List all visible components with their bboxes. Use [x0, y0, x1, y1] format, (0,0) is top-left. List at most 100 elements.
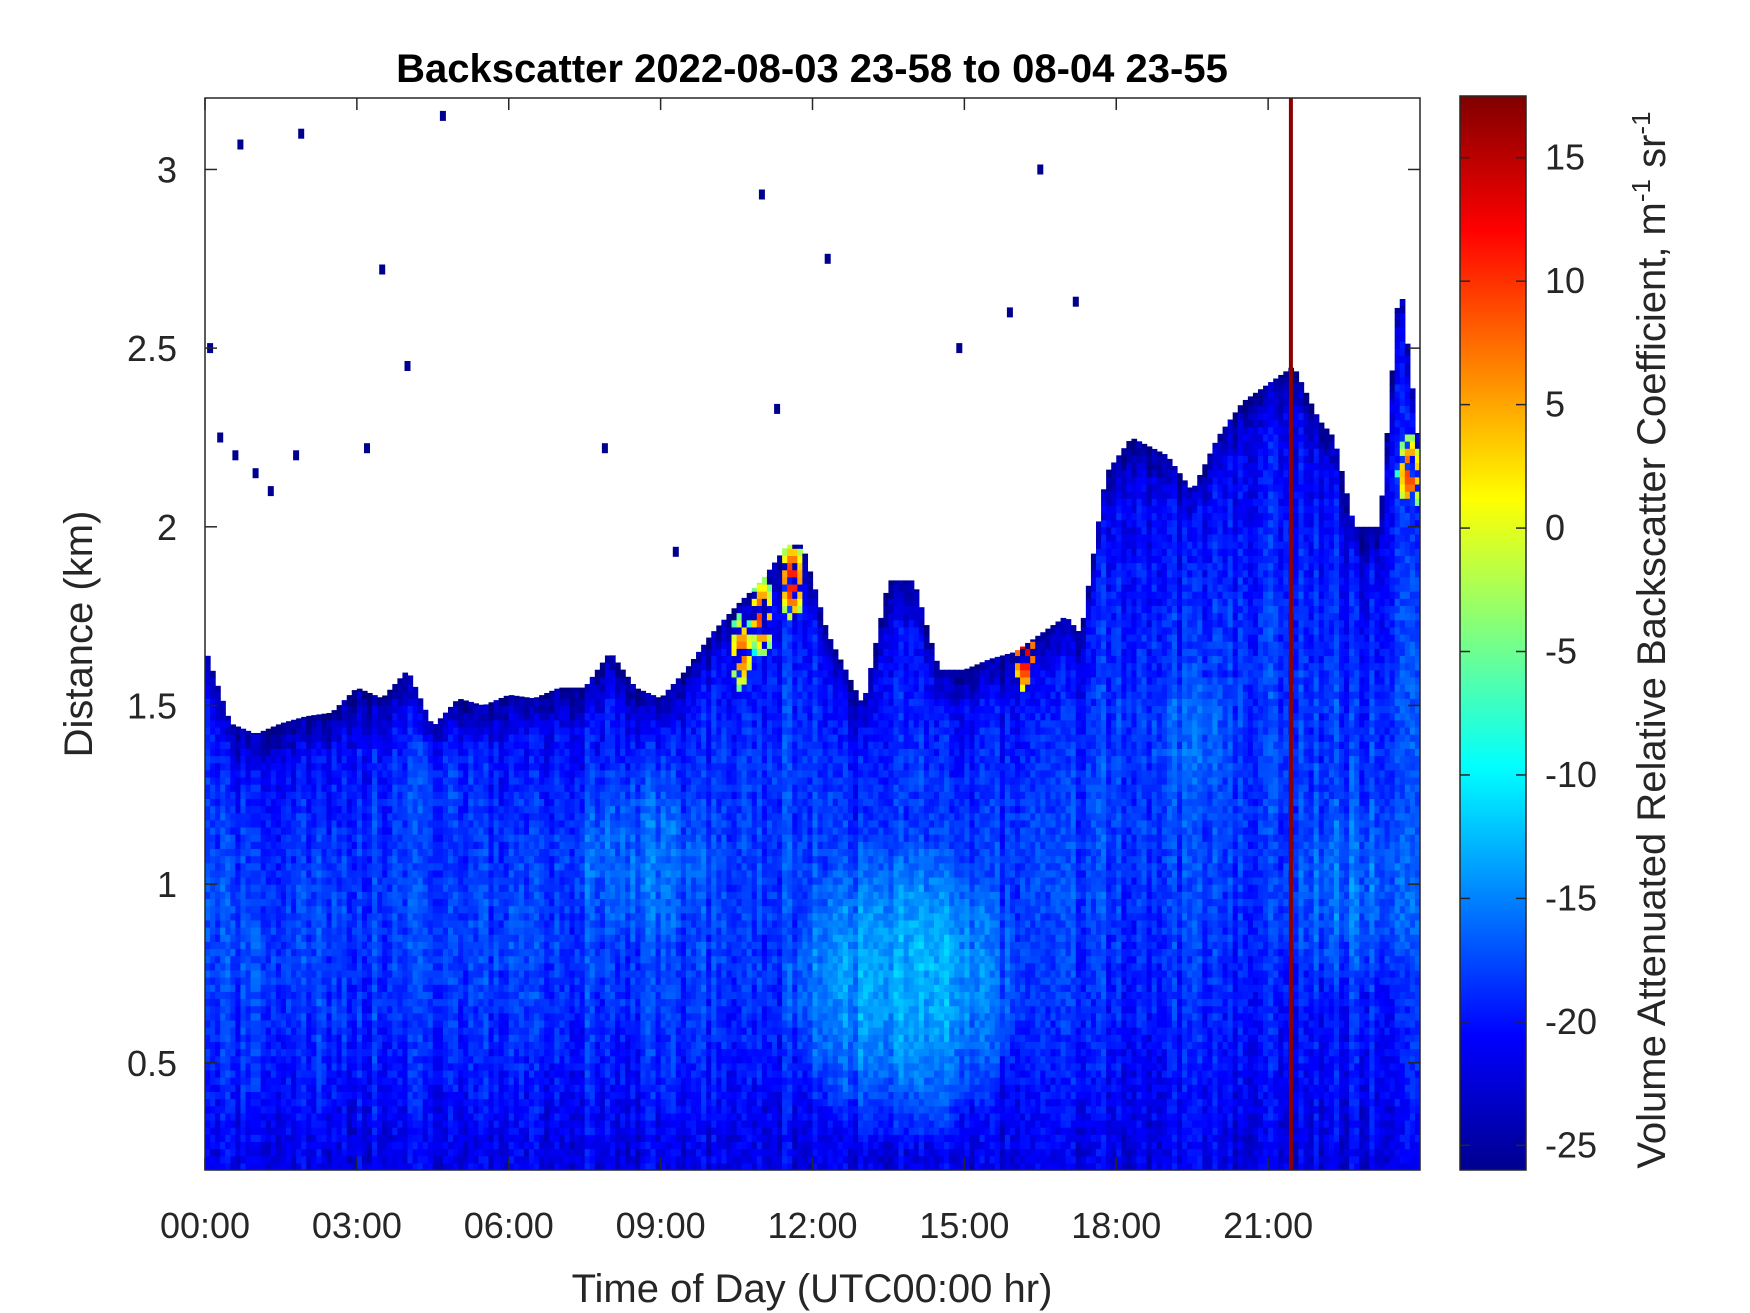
heatmap-cell [275, 891, 282, 900]
heatmap-cell [458, 1027, 464, 1035]
heatmap-cell [346, 776, 353, 785]
heatmap-cell [210, 762, 216, 771]
heatmap-cell [417, 776, 424, 785]
heatmap-cell [579, 998, 586, 1007]
heatmap-cell [529, 784, 535, 792]
heatmap-cell [392, 1091, 398, 1100]
heatmap-cell [518, 734, 525, 742]
heatmap-cell [463, 998, 469, 1007]
heatmap-cell [341, 1012, 348, 1021]
heatmap-cell [579, 1119, 586, 1128]
heatmap-cell [534, 934, 540, 942]
heatmap-cell [493, 826, 500, 835]
heatmap-cell [437, 1048, 444, 1057]
heatmap-cell [529, 955, 535, 964]
heatmap-cell [377, 719, 383, 728]
heatmap-cell [336, 1019, 343, 1028]
heatmap-cell [280, 962, 287, 971]
heatmap-cell [412, 848, 419, 857]
heatmap-cell [503, 748, 510, 757]
heatmap-cell [544, 1119, 550, 1128]
heatmap-cell [412, 1034, 419, 1042]
heatmap-cell [407, 1034, 414, 1042]
heatmap-cell [205, 1105, 211, 1114]
heatmap-cell [422, 912, 429, 921]
heatmap-cell [270, 998, 277, 1007]
heatmap-cell [448, 841, 454, 849]
heatmap-cell [205, 741, 211, 749]
heatmap-cell [448, 762, 454, 771]
heatmap-cell [321, 841, 328, 849]
heatmap-cell [270, 726, 277, 735]
heatmap-cell [361, 748, 368, 757]
heatmap-cell [529, 712, 535, 721]
heatmap-cell [554, 1055, 560, 1064]
heatmap-cell [255, 1034, 262, 1042]
heatmap-cell [326, 1119, 333, 1128]
heatmap-cell [534, 1027, 540, 1035]
heatmap-cell [280, 1105, 287, 1114]
heatmap-cell [503, 762, 510, 771]
heatmap-cell [336, 1134, 343, 1143]
heatmap-cell [205, 1048, 211, 1057]
heatmap-cell [427, 891, 434, 900]
heatmap-cell [549, 776, 555, 785]
heatmap-cell [205, 776, 211, 785]
heatmap-cell [341, 1048, 348, 1057]
heatmap-cell [397, 705, 404, 714]
heatmap-cell [513, 912, 520, 921]
heatmap-cell [417, 884, 424, 892]
heatmap-cell [286, 748, 292, 757]
heatmap-cell [513, 1055, 520, 1064]
heatmap-cell [210, 755, 216, 764]
heatmap-cell [473, 712, 479, 721]
heatmap-cell [483, 927, 490, 935]
heatmap-cell [427, 1041, 434, 1050]
heatmap-cell [513, 1077, 520, 1085]
heatmap-cell [407, 1048, 414, 1057]
heatmap-cell [326, 1162, 333, 1170]
heatmap-cell [225, 955, 231, 964]
heatmap-cell [240, 977, 247, 985]
heatmap-cell [518, 698, 525, 707]
heatmap-cell [291, 1084, 297, 1092]
heatmap-cell [245, 1105, 252, 1114]
heatmap-cell [235, 848, 242, 857]
heatmap-cell [437, 841, 444, 849]
heatmap-cell [240, 812, 247, 821]
heatmap-cell [210, 1134, 216, 1143]
heatmap-cell [336, 1048, 343, 1057]
heatmap-cell [250, 905, 257, 914]
heatmap-cell [341, 841, 348, 849]
heatmap-cell [412, 1141, 419, 1150]
heatmap-cell [230, 1034, 236, 1042]
heatmap-cell [574, 1141, 581, 1150]
heatmap-cell [286, 962, 292, 971]
heatmap-cell [301, 716, 307, 721]
heatmap-cell [270, 1055, 277, 1064]
heatmap-cell [286, 1027, 292, 1035]
heatmap-cell [458, 884, 464, 892]
heatmap-cell [488, 1112, 495, 1121]
heatmap-cell [235, 1105, 242, 1114]
heatmap-cell [584, 1148, 591, 1157]
heatmap-cell [473, 784, 479, 792]
heatmap-cell [422, 741, 429, 749]
heatmap-cell [265, 855, 272, 864]
heatmap-cell [392, 784, 398, 792]
heatmap-cell [473, 876, 479, 885]
heatmap-cell [387, 905, 393, 914]
heatmap-cell [508, 941, 515, 950]
heatmap-cell [316, 869, 323, 878]
heatmap-cell [230, 755, 236, 764]
heatmap-cell [392, 712, 398, 721]
heatmap-cell [569, 748, 576, 757]
heatmap-cell [387, 826, 393, 835]
heatmap-cell [407, 798, 414, 807]
heatmap-cell [503, 826, 510, 835]
heatmap-cell [361, 1048, 368, 1057]
heatmap-cell [377, 1141, 383, 1150]
heatmap-cell [539, 912, 545, 921]
heatmap-cell [574, 1012, 581, 1021]
heatmap-cell [356, 1084, 363, 1092]
